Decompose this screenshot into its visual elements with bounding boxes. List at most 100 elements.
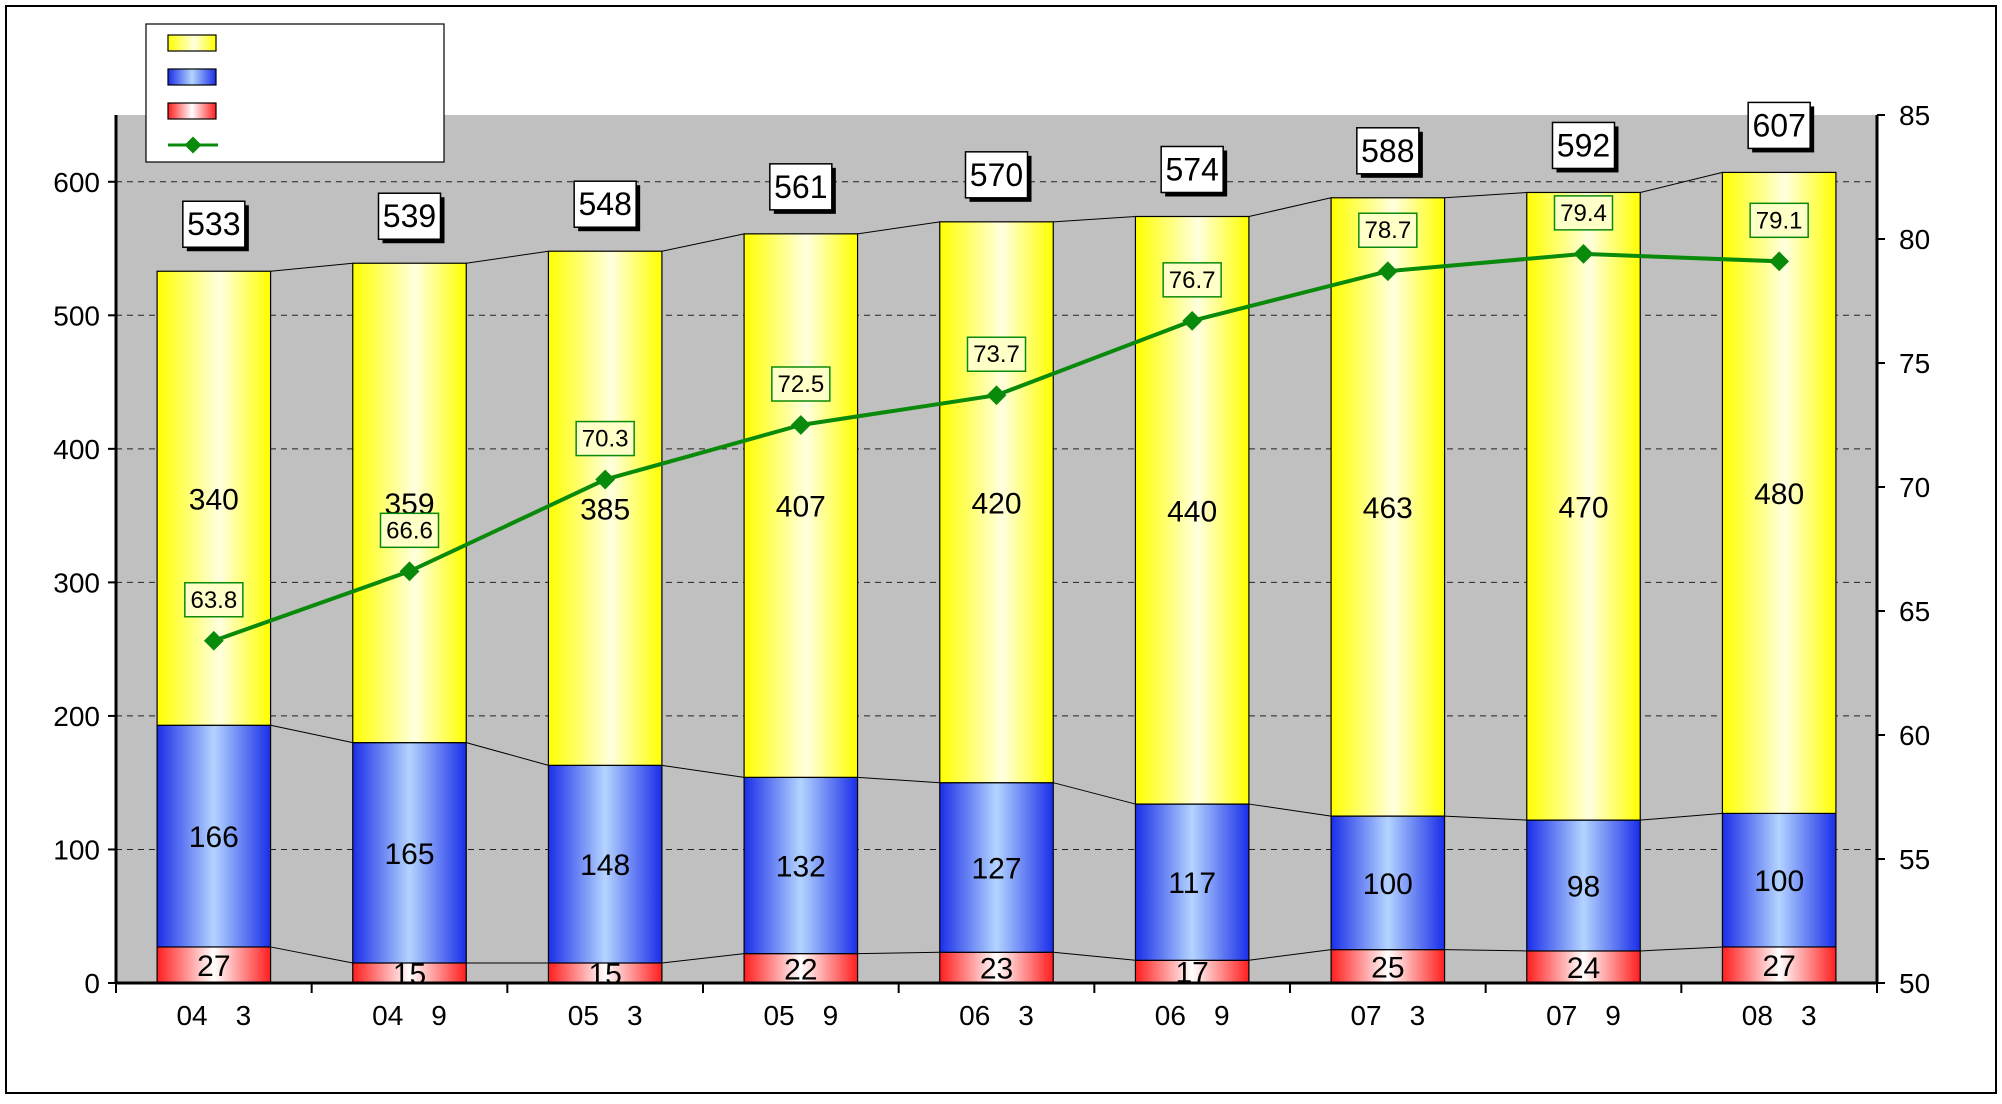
bar-value-label: 132 bbox=[776, 850, 826, 883]
line-value-box bbox=[1553, 195, 1614, 231]
line-value-label: 63.8 bbox=[190, 587, 237, 614]
bar-value-label: 166 bbox=[189, 821, 239, 854]
x-tick-label: 07 9 bbox=[1546, 1000, 1621, 1031]
line-value-box bbox=[771, 366, 831, 402]
line-value-label: 79.1 bbox=[1756, 207, 1803, 234]
y2-tick-label: 50 bbox=[1899, 968, 1930, 999]
legend-box bbox=[145, 23, 445, 163]
bar-segment bbox=[1330, 197, 1446, 817]
series-line bbox=[1640, 171, 1723, 193]
total-label: 574 bbox=[1165, 151, 1218, 187]
line-point bbox=[595, 469, 616, 490]
bar-segment bbox=[352, 742, 467, 964]
total-label: 588 bbox=[1361, 133, 1414, 169]
total-label: 533 bbox=[187, 206, 240, 242]
bar-value-label: 407 bbox=[776, 491, 826, 524]
bar-value-label: 27 bbox=[1762, 950, 1795, 983]
line-value-label: 73.7 bbox=[973, 341, 1020, 368]
bar-segment bbox=[1526, 819, 1641, 952]
bar-value-label: 385 bbox=[580, 493, 630, 526]
y-tick-label: 200 bbox=[53, 701, 100, 732]
series-line bbox=[1248, 949, 1332, 961]
series-line bbox=[270, 262, 353, 272]
line-value-box bbox=[1162, 262, 1222, 298]
y2-tick-label: 65 bbox=[1899, 596, 1930, 627]
bar-value-label: 463 bbox=[1363, 492, 1413, 525]
bar-value-label: 480 bbox=[1754, 478, 1804, 511]
bar-value-label: 470 bbox=[1558, 491, 1608, 524]
series-line bbox=[1053, 215, 1136, 223]
series-line bbox=[466, 250, 549, 264]
series-connector-lines bbox=[270, 171, 1723, 964]
bar-segment bbox=[939, 782, 1054, 953]
total-label: 592 bbox=[1557, 127, 1610, 163]
bar-segment bbox=[156, 946, 272, 984]
bar-value-label: 24 bbox=[1567, 952, 1600, 985]
y2-tick-label: 55 bbox=[1899, 844, 1930, 875]
bar-value-label: 25 bbox=[1371, 951, 1404, 984]
x-tick-label: 07 3 bbox=[1350, 1000, 1425, 1031]
bar-value-label: 27 bbox=[197, 950, 230, 983]
bar-value-label: 117 bbox=[1168, 867, 1216, 900]
line-series bbox=[203, 243, 1790, 651]
series-line bbox=[1248, 197, 1332, 217]
bar-segment bbox=[1330, 949, 1446, 984]
bar-segment bbox=[743, 953, 859, 984]
bar-value-label: 127 bbox=[971, 852, 1021, 885]
bar-segment bbox=[1330, 815, 1446, 951]
legend-swatch-red bbox=[167, 102, 217, 120]
series-line bbox=[661, 953, 745, 964]
series-line bbox=[661, 233, 745, 252]
bar-value-label: 23 bbox=[980, 953, 1013, 986]
total-label-box bbox=[964, 151, 1029, 199]
y2-tick-label: 85 bbox=[1899, 100, 1930, 131]
y2-tick-label: 70 bbox=[1899, 472, 1930, 503]
series-line bbox=[1248, 803, 1332, 817]
bar-value-label: 17 bbox=[1175, 957, 1208, 990]
series-line bbox=[1053, 951, 1136, 961]
series-line bbox=[1640, 812, 1723, 821]
series-line bbox=[857, 951, 940, 955]
legend-swatch-blue bbox=[167, 68, 217, 86]
bar-segment bbox=[1721, 171, 1837, 815]
line-value-label: 72.5 bbox=[777, 371, 824, 398]
bar-value-label: 22 bbox=[784, 953, 817, 986]
series-line bbox=[857, 776, 940, 784]
bar-value-label: 420 bbox=[971, 487, 1021, 520]
bar-value-label: 100 bbox=[1363, 868, 1413, 901]
bar-value-label: 340 bbox=[189, 483, 239, 516]
legend-swatch-marker bbox=[184, 136, 202, 154]
series-line bbox=[270, 724, 353, 744]
bar-segment bbox=[939, 221, 1054, 784]
x-tick-label: 06 9 bbox=[1155, 1000, 1230, 1031]
bar-segment bbox=[352, 262, 467, 744]
line-point bbox=[1182, 310, 1203, 331]
line-value-box bbox=[379, 512, 440, 549]
line-point bbox=[790, 415, 811, 435]
total-label-box bbox=[377, 192, 442, 240]
x-tick-label: 06 3 bbox=[959, 1000, 1034, 1031]
bar-value-label: 440 bbox=[1167, 495, 1217, 528]
bar-value-label: 148 bbox=[580, 849, 630, 882]
y2-tick-label: 60 bbox=[1899, 720, 1930, 751]
total-label-box bbox=[769, 163, 833, 211]
bar-segment bbox=[156, 724, 272, 948]
line-point bbox=[1573, 243, 1594, 264]
series-line bbox=[1053, 782, 1136, 805]
line-value-box bbox=[1358, 212, 1418, 248]
line-value-box bbox=[1749, 202, 1809, 239]
y-tick-label: 100 bbox=[53, 834, 100, 865]
line-value-box bbox=[966, 336, 1027, 372]
x-tick-label: 05 9 bbox=[763, 1000, 838, 1031]
total-label: 539 bbox=[383, 198, 436, 234]
line-value-label: 78.7 bbox=[1364, 217, 1411, 244]
total-label-box bbox=[1160, 145, 1224, 194]
line-value-label: 70.3 bbox=[582, 426, 629, 453]
line-point bbox=[399, 561, 420, 582]
axes: 0 100 200 300 400 500 600 50 55 60 65 70 75 80 85 04 3 0… bbox=[53, 100, 1930, 1031]
bar-value-label: 15 bbox=[588, 958, 621, 991]
y-tick-label: 400 bbox=[53, 434, 100, 465]
bar-value-label: 100 bbox=[1754, 865, 1804, 898]
